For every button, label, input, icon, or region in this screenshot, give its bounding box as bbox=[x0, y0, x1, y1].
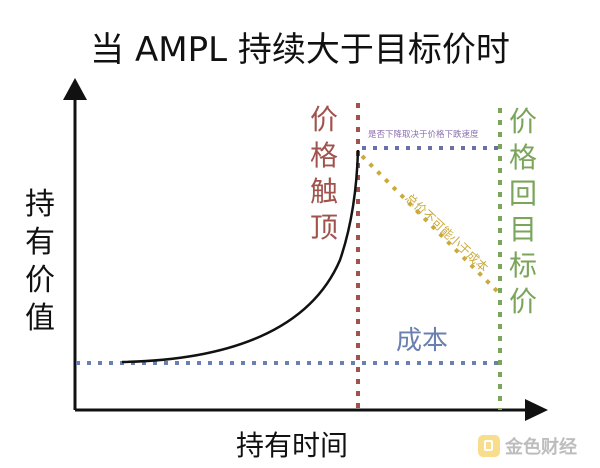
diagram-title: 当 AMPL 持续大于目标价时 bbox=[90, 30, 510, 70]
return-label-char: 价 bbox=[508, 105, 537, 138]
y-axis-label: 持 有 价 值 bbox=[20, 186, 60, 338]
peak-label-char: 顶 bbox=[309, 211, 338, 244]
x-axis-arrow-icon bbox=[525, 399, 548, 421]
watermark: 金色财经 bbox=[478, 433, 577, 459]
value-curve bbox=[121, 149, 360, 364]
return-label-char: 标 bbox=[508, 249, 537, 282]
y-axis-label-char: 持 bbox=[25, 187, 55, 222]
return-label-char: 回 bbox=[508, 177, 537, 210]
return-label-char: 格 bbox=[508, 141, 537, 174]
return-label-char: 价 bbox=[508, 285, 537, 318]
peak-label: 价 格 触 顶 bbox=[306, 102, 342, 246]
cost-label: 成本 bbox=[396, 326, 449, 356]
x-axis-label: 持有时间 bbox=[236, 429, 349, 462]
y-axis-arrow-icon bbox=[63, 78, 87, 100]
y-axis-label-char: 价 bbox=[25, 263, 55, 298]
y-axis-label-char: 有 bbox=[25, 225, 55, 260]
top-note: 是否下降取决于价格下跌速度 bbox=[368, 130, 479, 140]
watermark-text: 金色财经 bbox=[505, 437, 577, 458]
return-label: 价 格 回 目 标 价 bbox=[505, 104, 541, 320]
peak-label-char: 格 bbox=[309, 139, 338, 172]
peak-label-char: 触 bbox=[309, 175, 338, 208]
watermark-logo-icon bbox=[478, 435, 500, 457]
y-axis-label-char: 值 bbox=[25, 301, 55, 336]
peak-label-char: 价 bbox=[309, 103, 338, 136]
return-label-char: 目 bbox=[508, 213, 537, 246]
